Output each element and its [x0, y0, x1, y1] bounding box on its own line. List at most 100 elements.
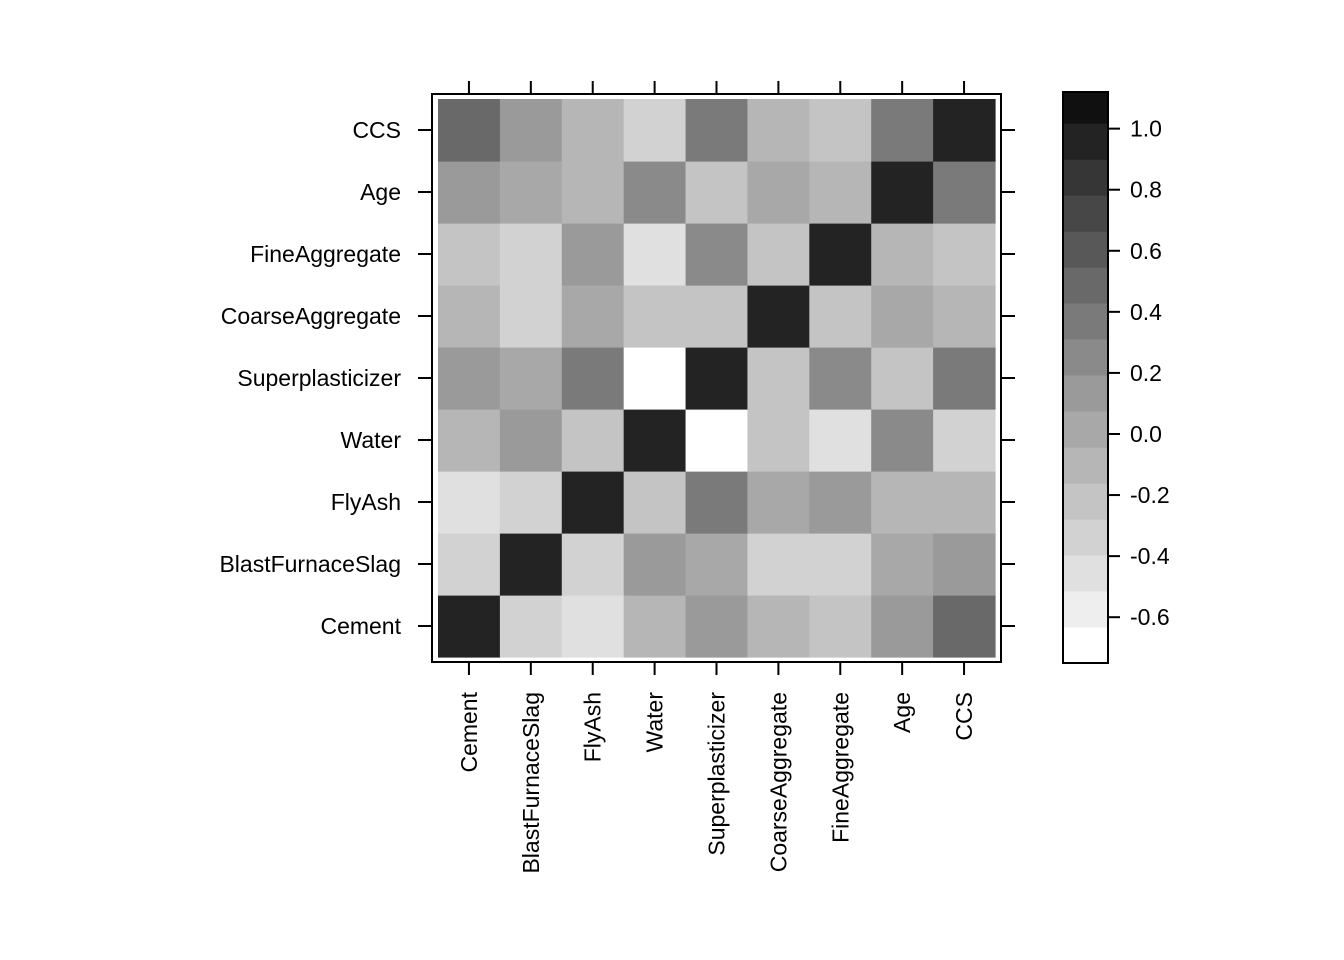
heatmap-cell-CoarseAggregate-Age — [871, 285, 934, 348]
heatmap-cell-Cement-Cement — [438, 595, 501, 658]
heatmap-cell-BlastFurnaceSlag-Water — [623, 533, 687, 596]
heatmap-cell-FlyAsh-BlastFurnaceSlag — [499, 471, 563, 534]
heatmap-cell-Superplasticizer-Age — [871, 347, 934, 410]
heatmap-cell-Age-Superplasticizer — [685, 161, 749, 224]
colorbar-band — [1063, 267, 1108, 304]
axis-ticks — [418, 81, 1015, 675]
heatmap-cell-CCS-Cement — [438, 99, 501, 162]
heatmap-cell-Cement-CoarseAggregate — [747, 595, 810, 658]
heatmap-cell-CoarseAggregate-FlyAsh — [561, 285, 625, 348]
heatmap-cell-BlastFurnaceSlag-Superplasticizer — [685, 533, 749, 596]
x-label-Age: Age — [889, 692, 915, 733]
y-label-CoarseAggregate: CoarseAggregate — [221, 303, 401, 329]
y-label-Age: Age — [360, 179, 401, 205]
heatmap-cell-FlyAsh-Cement — [438, 471, 501, 534]
x-axis-labels: Cement BlastFurnaceSlag FlyAsh Water Superpl… — [456, 691, 977, 873]
y-label-Superplasticizer: Superplasticizer — [237, 365, 401, 391]
x-label-Superplasticizer: Superplasticizer — [704, 692, 730, 856]
heatmap-cell-BlastFurnaceSlag-FineAggregate — [809, 533, 872, 596]
heatmap-cell-BlastFurnaceSlag-Age — [871, 533, 934, 596]
heatmap-cell-FineAggregate-Cement — [438, 223, 501, 286]
heatmap-cell-BlastFurnaceSlag-FlyAsh — [561, 533, 625, 596]
x-label-BlastFurnaceSlag: BlastFurnaceSlag — [518, 692, 544, 874]
heatmap-cell-CoarseAggregate-CCS — [933, 285, 996, 348]
heatmap-cell-CCS-CoarseAggregate — [747, 99, 810, 162]
heatmap-cell-Superplasticizer-Water — [623, 347, 687, 410]
colorbar-band — [1063, 447, 1108, 484]
heatmap-cell-FlyAsh-Age — [871, 471, 934, 534]
colorbar-border — [1062, 91, 1109, 664]
colorbar-tick-label: -0.4 — [1130, 543, 1170, 569]
colorbar-band — [1063, 590, 1108, 628]
heatmap-cell-Cement-Water — [623, 595, 687, 658]
heatmap-cell-FlyAsh-FlyAsh — [561, 471, 625, 534]
heatmap-cell-Age-BlastFurnaceSlag — [499, 161, 563, 224]
heatmap-cell-CCS-FlyAsh — [561, 99, 625, 162]
y-label-CCS: CCS — [352, 117, 401, 143]
colorbar-band — [1063, 483, 1108, 520]
heatmap-cell-CoarseAggregate-Water — [623, 285, 687, 348]
heatmap-cell-Superplasticizer-FlyAsh — [561, 347, 625, 410]
heatmap-cell-CoarseAggregate-FineAggregate — [809, 285, 872, 348]
x-label-Cement: Cement — [456, 691, 482, 772]
heatmap-cell-Superplasticizer-CoarseAggregate — [747, 347, 810, 410]
heatmap-cell-Water-BlastFurnaceSlag — [499, 409, 563, 472]
heatmap-cell-CCS-FineAggregate — [809, 99, 872, 162]
heatmap-cell-Age-Cement — [438, 161, 501, 224]
heatmap-cell-CCS-Age — [871, 99, 934, 162]
heatmap-cell-FineAggregate-CCS — [933, 223, 996, 286]
x-label-FineAggregate: FineAggregate — [827, 692, 853, 843]
colorbar-band — [1063, 519, 1108, 556]
heatmap-cell-FlyAsh-CoarseAggregate — [747, 471, 810, 534]
x-label-CCS: CCS — [951, 692, 977, 741]
heatmap-cell-Age-FlyAsh — [561, 161, 625, 224]
heatmap-cell-FineAggregate-Age — [871, 223, 934, 286]
y-label-FineAggregate: FineAggregate — [250, 241, 401, 267]
heatmap-cell-Water-FineAggregate — [809, 409, 872, 472]
heatmap-cell-FineAggregate-CoarseAggregate — [747, 223, 810, 286]
heatmap-cell-FineAggregate-Superplasticizer — [685, 223, 749, 286]
y-label-Water: Water — [341, 427, 402, 453]
y-label-Cement: Cement — [320, 613, 401, 639]
heatmap-cell-Water-CCS — [933, 409, 996, 472]
heatmap-cell-Cement-Superplasticizer — [685, 595, 749, 658]
colorbar-tick-label: 0.2 — [1130, 360, 1162, 386]
x-label-Water: Water — [642, 692, 668, 753]
colorbar-band — [1063, 92, 1108, 124]
heatmap-cell-Water-Water — [623, 409, 687, 472]
heatmap-cell-Age-CoarseAggregate — [747, 161, 810, 224]
colorbar: 1.0 0.8 0.6 0.4 0.2 0.0 -0.2 -0.4 -0.6 — [1062, 91, 1170, 664]
heatmap-cell-Superplasticizer-Cement — [438, 347, 501, 410]
heatmap-cell-FineAggregate-Water — [623, 223, 687, 286]
colorbar-tick-label: 0.4 — [1130, 299, 1162, 325]
heatmap-cell-CoarseAggregate-Superplasticizer — [685, 285, 749, 348]
y-label-FlyAsh: FlyAsh — [331, 489, 401, 515]
heatmap-cell-Cement-CCS — [933, 595, 996, 658]
heatmap-cell-Superplasticizer-CCS — [933, 347, 996, 410]
colorbar-band — [1063, 375, 1108, 412]
heatmap-cell-Superplasticizer-FineAggregate — [809, 347, 872, 410]
colorbar-band — [1063, 626, 1108, 664]
heatmap-cell-Water-Age — [871, 409, 934, 472]
heatmap-cell-Age-Age — [871, 161, 934, 224]
heatmap-cell-CCS-CCS — [933, 99, 996, 162]
colorbar-tick-label: 0.8 — [1130, 177, 1162, 203]
colorbar-tick-label: -0.6 — [1130, 604, 1170, 630]
heatmap-cell-BlastFurnaceSlag-BlastFurnaceSlag — [499, 533, 563, 596]
heatmap-cell-Cement-FlyAsh — [561, 595, 625, 658]
heatmap-cell-Superplasticizer-Superplasticizer — [685, 347, 749, 410]
colorbar-band — [1063, 195, 1108, 232]
heatmap-cell-CoarseAggregate-Cement — [438, 285, 501, 348]
heatmap-cell-CCS-Water — [623, 99, 687, 162]
heatmap-cell-FlyAsh-Superplasticizer — [685, 471, 749, 534]
colorbar-tick-label: 0.0 — [1130, 421, 1162, 447]
heatmap-cell-CCS-BlastFurnaceSlag — [499, 99, 563, 162]
colorbar-band — [1063, 231, 1108, 268]
colorbar-band — [1063, 159, 1108, 196]
colorbar-band — [1063, 554, 1108, 592]
heatmap-cell-Age-CCS — [933, 161, 996, 224]
y-axis-labels: Cement BlastFurnaceSlag FlyAsh Water Superpl… — [219, 117, 401, 639]
colorbar-tick-label: 1.0 — [1130, 116, 1162, 142]
y-label-BlastFurnaceSlag: BlastFurnaceSlag — [219, 551, 401, 577]
